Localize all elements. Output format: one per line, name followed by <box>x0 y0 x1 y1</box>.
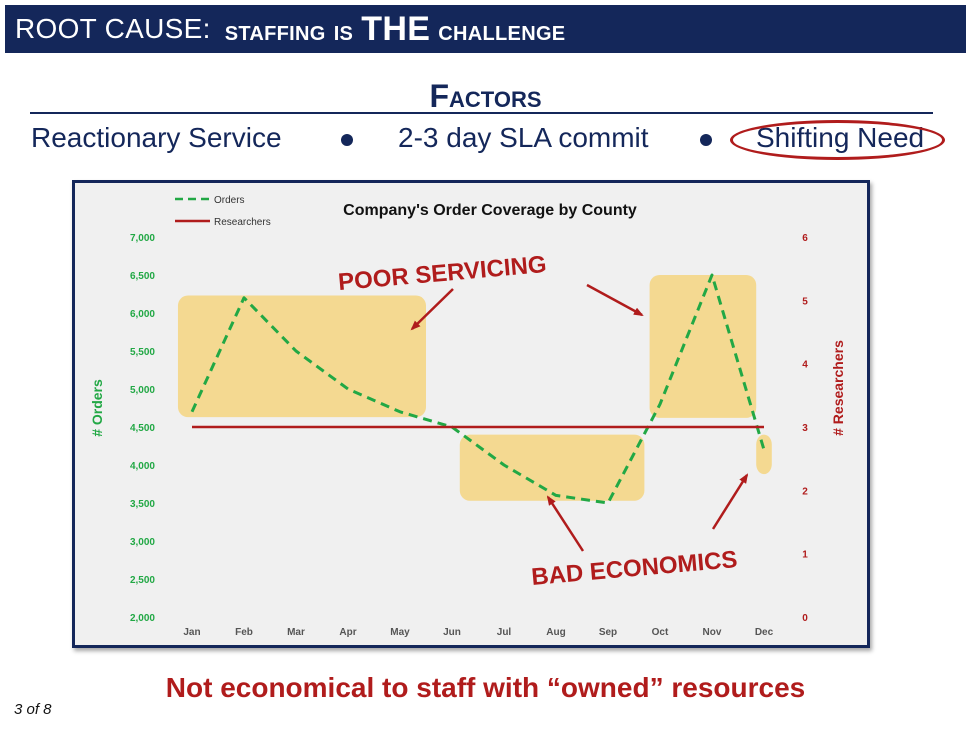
title-bar: ROOT CAUSE: staffing is THE challenge <box>5 5 966 53</box>
heading-divider <box>30 112 933 114</box>
chart-frame: 2,000 2,500 3,000 3,500 4,000 4,500 5,000 5,500… <box>72 180 870 648</box>
legend-label: Orders <box>214 195 245 206</box>
y-tick-label: 2,500 <box>130 575 155 586</box>
chart-axes: 2,000 2,500 3,000 3,500 4,000 4,500 5,000 5,500… <box>130 233 808 638</box>
y2-axis-label: # Researchers <box>830 340 846 436</box>
y2-tick-label: 0 <box>802 613 808 624</box>
annotation-arrows <box>410 283 749 552</box>
x-tick-label: Nov <box>703 627 722 638</box>
title-word1: staffing is <box>224 14 354 46</box>
y2-tick-label: 2 <box>802 486 808 497</box>
highlight-dec <box>756 434 772 475</box>
y2-tick-label: 6 <box>802 233 808 244</box>
highlight-oct-nov <box>649 275 757 418</box>
highlight-jun-sep <box>459 434 645 501</box>
factor-reactionary-service: Reactionary Service <box>31 122 282 153</box>
factor-sla-commit: 2-3 day SLA commit <box>398 122 649 153</box>
y-tick-label: 3,500 <box>130 499 155 510</box>
x-tick-label: Apr <box>339 627 356 638</box>
y-tick-label: 3,000 <box>130 537 155 548</box>
y-tick-label: 4,500 <box>130 423 155 434</box>
series-line-orders <box>190 273 766 505</box>
bullet-dot <box>341 134 353 146</box>
x-tick-label: Feb <box>235 627 253 638</box>
arrow-poor-right <box>586 283 644 317</box>
order-coverage-chart: 2,000 2,500 3,000 3,500 4,000 4,500 5,000 5,500… <box>89 195 846 638</box>
y-tick-label: 5,500 <box>130 347 155 358</box>
x-tick-label: Jan <box>183 627 200 638</box>
chart-legend: Orders Researchers <box>175 195 271 228</box>
title-main: staffing is THE challenge <box>225 10 566 49</box>
chart-series <box>190 273 766 505</box>
y2-tick-label: 5 <box>802 296 808 307</box>
annotation-poor-servicing: POOR SERVICING <box>337 251 547 296</box>
y-tick-label: 7,000 <box>130 233 155 244</box>
highlight-ellipse <box>730 120 945 160</box>
title-prefix: ROOT CAUSE: <box>15 13 211 44</box>
arrow-bad-right <box>711 473 749 530</box>
y-tick-label: 6,500 <box>130 271 155 282</box>
factors-heading: Factors <box>429 78 542 114</box>
y-tick-label: 4,000 <box>130 461 155 472</box>
highlight-boxes <box>177 275 772 501</box>
y-tick-label: 5,000 <box>130 385 155 396</box>
x-tick-label: May <box>390 627 410 638</box>
page-number: 3 of 8 <box>14 701 52 718</box>
y2-tick-label: 3 <box>802 423 808 434</box>
y2-tick-label: 1 <box>802 550 808 561</box>
x-tick-label: Jun <box>443 627 461 638</box>
footer-statement: Not economical to staff with “owned” res… <box>165 672 806 703</box>
x-tick-label: Jul <box>497 627 512 638</box>
bullet-dot <box>700 134 712 146</box>
x-tick-label: Aug <box>546 627 565 638</box>
arrow-bad-left <box>546 495 585 552</box>
y-axis-label: # Orders <box>89 379 105 437</box>
y-tick-label: 6,000 <box>130 309 155 320</box>
arrow-poor-left <box>410 288 454 331</box>
highlight-jan-may <box>177 295 426 418</box>
x-tick-label: Oct <box>652 627 669 638</box>
x-tick-label: Sep <box>599 627 617 638</box>
legend-label: Researchers <box>214 217 271 228</box>
annotation-bad-economics: BAD ECONOMICS <box>530 546 738 591</box>
chart-title: Company's Order Coverage by County <box>343 202 637 219</box>
title-word2: challenge <box>438 14 566 46</box>
y2-tick-label: 4 <box>802 360 808 371</box>
x-tick-label: Dec <box>755 627 774 638</box>
y-tick-label: 2,000 <box>130 613 155 624</box>
x-tick-label: Mar <box>287 627 305 638</box>
title-big: THE <box>361 9 431 48</box>
